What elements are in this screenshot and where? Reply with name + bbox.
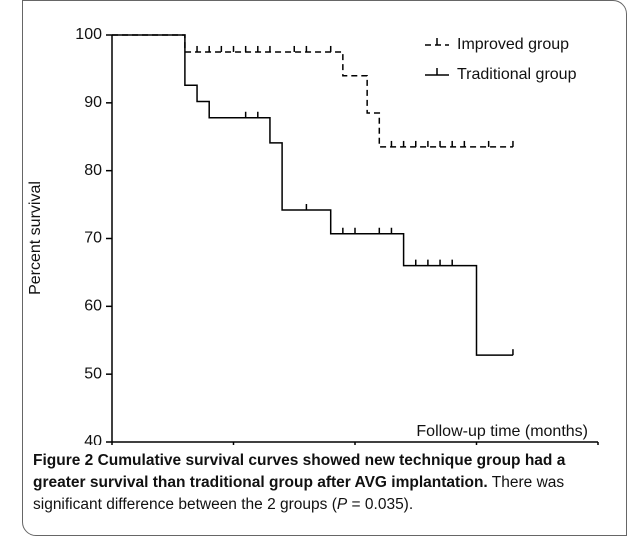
caption: Figure 2 Cumulative survival curves show… xyxy=(33,450,618,516)
y-tick-label: 70 xyxy=(84,230,102,247)
caption-text: = 0.035). xyxy=(347,496,414,513)
y-axis-label: Percent survival xyxy=(27,181,44,295)
y-tick-label: 50 xyxy=(84,365,102,382)
caption-text: P xyxy=(336,496,348,513)
survival-curve xyxy=(112,34,513,356)
y-tick-label: 60 xyxy=(84,298,102,315)
y-tick-label: 40 xyxy=(84,433,102,445)
figure-frame xyxy=(22,0,627,536)
y-tick-label: 80 xyxy=(84,162,102,179)
x-axis-label: Follow-up time (months) xyxy=(416,423,588,440)
legend-label: Improved group xyxy=(457,36,569,53)
y-tick-label: 90 xyxy=(84,94,102,111)
legend-label: Traditional group xyxy=(457,66,577,83)
caption-text: There was significant difference between… xyxy=(33,474,565,513)
caption-title: Cumulative survival curves showed new te… xyxy=(33,452,566,491)
caption-label: Figure 2 xyxy=(33,452,94,469)
y-tick-label: 100 xyxy=(75,26,102,43)
survival-curve xyxy=(112,34,513,148)
chart: Percent survival Follow-up time (months)… xyxy=(27,26,599,445)
